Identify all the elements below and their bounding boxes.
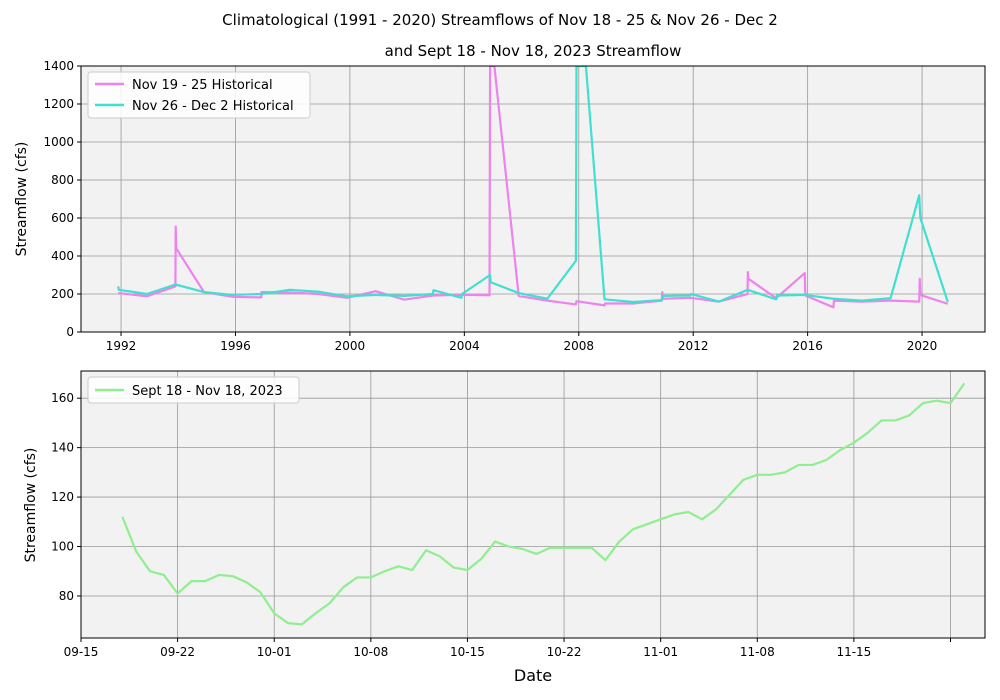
legend-label-nov-19-25: Nov 19 - 25 Historical — [132, 78, 273, 93]
x-tick-label: 10-22 — [547, 645, 582, 659]
y-tick-label: 1200 — [43, 97, 74, 111]
y-axis-label: Streamflow (cfs) — [14, 142, 30, 257]
series-line-nov-26-dec-2 — [117, 66, 949, 304]
x-tick-label: 11-15 — [836, 645, 871, 659]
series-lines — [117, 66, 949, 309]
series-line-nov-19-25 — [118, 66, 949, 309]
y-tick-label: 100 — [51, 540, 74, 554]
legend-label-sept-nov-2023: Sept 18 - Nov 18, 2023 — [132, 384, 283, 399]
x-tick-label: 1992 — [106, 339, 137, 353]
x-tick-label: 11-08 — [740, 645, 775, 659]
series-line-sept-nov-2023 — [121, 382, 966, 626]
y-tick-label: 160 — [51, 391, 74, 405]
x-tick-label: 2004 — [449, 339, 480, 353]
x-axis-ticks: 09-15 09-22 10-01 10-08 10-15 10-22 11-01 11-08… — [64, 638, 951, 659]
y-axis-ticks: 0 200 400 600 800 1000 1200 1400 — [43, 59, 81, 339]
plot-area — [81, 371, 985, 638]
legend: Nov 19 - 25 Historical Nov 26 - Dec 2 Hi… — [87, 71, 311, 119]
y-tick-label: 400 — [51, 249, 74, 263]
x-tick-label: 2000 — [335, 339, 366, 353]
x-tick-label: 2012 — [678, 339, 709, 353]
y-tick-label: 80 — [59, 589, 74, 603]
plot-frame — [80, 370, 986, 639]
x-tick-label: 11-01 — [643, 645, 678, 659]
x-tick-label: 09-22 — [160, 645, 195, 659]
figure-title-line-1: Climatological (1991 - 2020) Streamflows… — [222, 11, 778, 29]
y-tick-label: 200 — [51, 287, 74, 301]
recent-streamflow-chart: 09-15 09-22 10-01 10-08 10-15 10-22 11-01 11-08… — [23, 370, 986, 685]
y-tick-label: 140 — [51, 441, 74, 455]
x-tick-label: 10-08 — [353, 645, 388, 659]
y-tick-label: 1000 — [43, 135, 74, 149]
legend-box — [87, 376, 300, 404]
x-tick-label: 09-15 — [64, 645, 99, 659]
y-tick-label: 600 — [51, 211, 74, 225]
x-tick-label: 10-01 — [257, 645, 292, 659]
y-tick-label: 0 — [66, 325, 74, 339]
y-tick-label: 800 — [51, 173, 74, 187]
legend-box — [87, 71, 311, 119]
x-tick-label: 1996 — [220, 339, 251, 353]
plot-frame — [80, 65, 986, 333]
legend-label-nov-26-dec-2: Nov 26 - Dec 2 Historical — [132, 99, 294, 114]
legend: Sept 18 - Nov 18, 2023 — [87, 376, 300, 404]
figure-title-line-2: and Sept 18 - Nov 18, 2023 Streamflow — [385, 42, 682, 60]
series-lines — [121, 382, 966, 626]
x-axis-ticks: 1992 1996 2000 2004 2008 2012 2016 2020 — [106, 332, 938, 353]
y-axis-ticks: 80 100 120 140 160 — [51, 391, 81, 603]
x-tick-label: 10-15 — [450, 645, 485, 659]
x-tick-label: 2016 — [792, 339, 823, 353]
y-tick-label: 120 — [51, 490, 74, 504]
y-axis-label: Streamflow (cfs) — [23, 448, 39, 563]
historical-streamflow-chart: 1992 1996 2000 2004 2008 2012 2016 2020 0 200 400… — [14, 59, 986, 353]
x-tick-label: 2020 — [907, 339, 938, 353]
x-axis-label: Date — [514, 666, 552, 685]
y-tick-label: 1400 — [43, 59, 74, 73]
x-tick-label: 2008 — [563, 339, 594, 353]
